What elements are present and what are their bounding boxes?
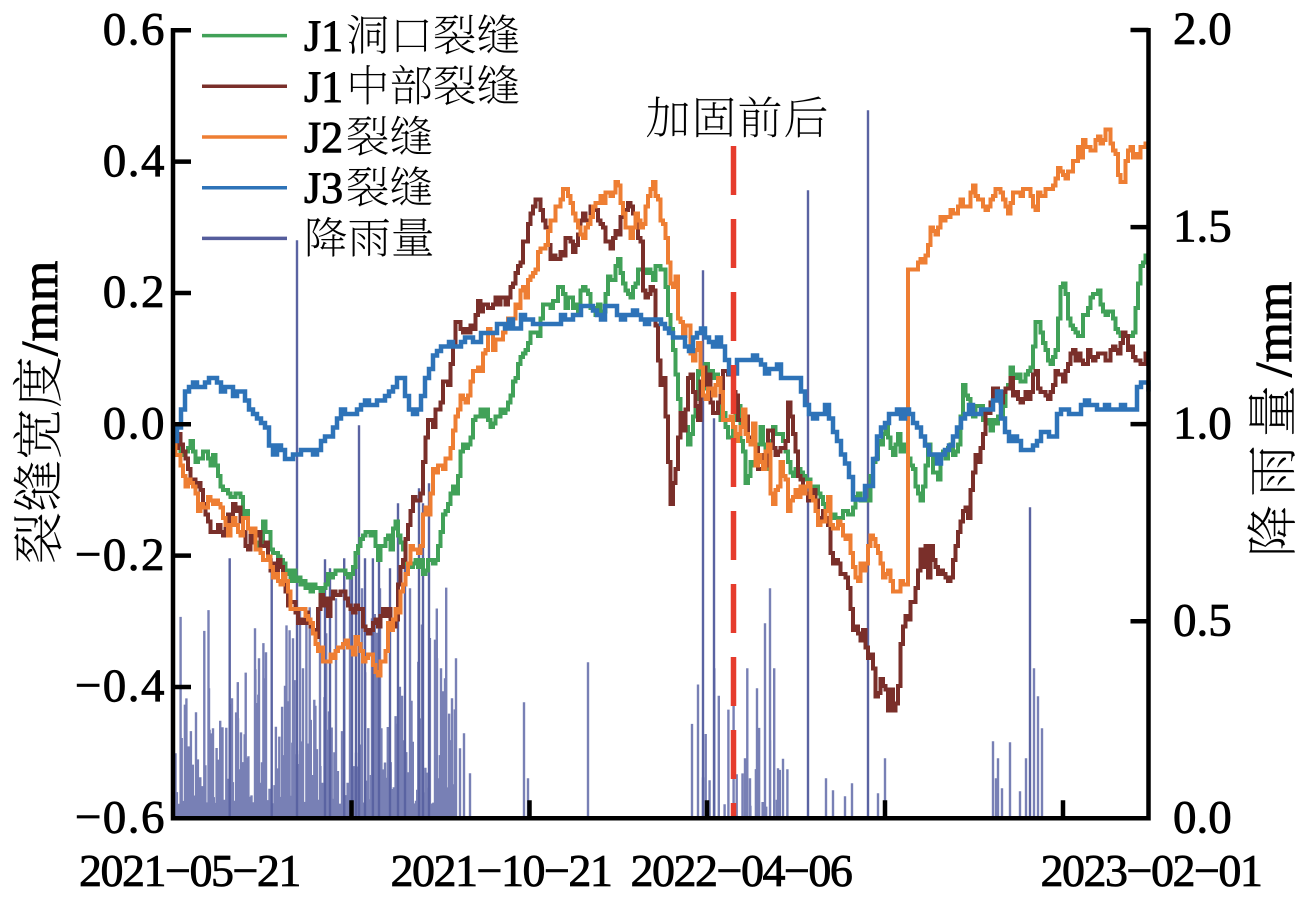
svg-text:J1: J1 [304, 62, 343, 111]
svg-text:0.5: 0.5 [1173, 594, 1232, 646]
svg-text:0.6: 0.6 [103, 4, 166, 56]
svg-text:−0.6: −0.6 [75, 792, 166, 844]
svg-text:0.4: 0.4 [103, 135, 166, 187]
svg-text:/mm: /mm [12, 261, 69, 356]
svg-text:0.2: 0.2 [103, 266, 166, 318]
svg-text:−0.4: −0.4 [75, 660, 166, 712]
svg-text:J2: J2 [304, 113, 343, 162]
svg-text:/mm: /mm [1246, 282, 1299, 377]
svg-text:2021−10−21: 2021−10−21 [391, 845, 612, 896]
svg-text:0.0: 0.0 [1173, 792, 1232, 844]
svg-text:2023−02−01: 2023−02−01 [1041, 845, 1262, 896]
svg-text:2.0: 2.0 [1173, 3, 1232, 55]
svg-text:J3: J3 [304, 164, 343, 213]
svg-text:−0.2: −0.2 [75, 529, 166, 581]
svg-text:1.0: 1.0 [1173, 397, 1232, 449]
svg-text:1.5: 1.5 [1173, 200, 1232, 252]
svg-text:2022−04−06: 2022−04−06 [631, 845, 852, 896]
svg-text:0.0: 0.0 [103, 398, 166, 450]
svg-text:2021−05−21: 2021−05−21 [79, 845, 300, 896]
svg-text:J1: J1 [304, 12, 343, 61]
